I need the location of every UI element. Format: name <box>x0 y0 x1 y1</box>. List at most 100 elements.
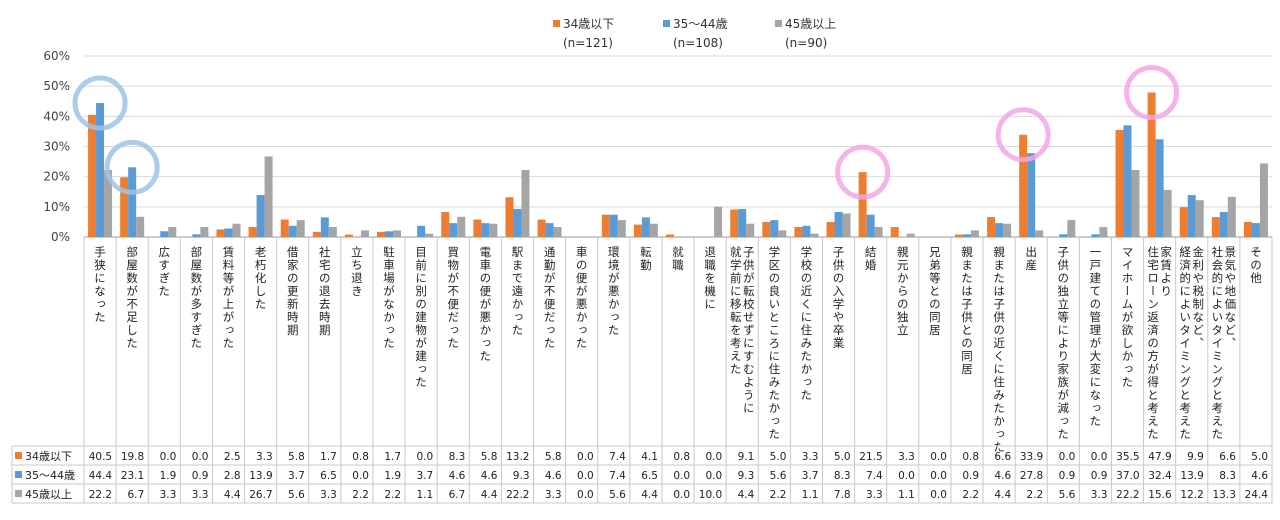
category-label: 子供の入学や卒業 <box>832 246 846 350</box>
bar <box>280 219 289 237</box>
bar <box>842 213 851 237</box>
table-cell: 0.9 <box>1059 470 1076 482</box>
bar <box>1067 220 1076 237</box>
table-cell: 3.3 <box>898 451 915 463</box>
table-cell: 0.0 <box>577 470 594 482</box>
category-label: 親元からの独立 <box>896 246 910 337</box>
table-cell: 3.3 <box>866 489 883 501</box>
category-label: 通勤が不便だった <box>543 246 557 350</box>
category-label: 目前に別の建物が建った <box>414 246 428 389</box>
table-cell: 13.3 <box>1213 489 1236 501</box>
table-cell: 1.1 <box>898 489 915 501</box>
bar <box>216 229 225 237</box>
bar <box>890 227 899 237</box>
bar <box>120 177 129 237</box>
bar <box>762 221 771 237</box>
bar <box>987 217 996 237</box>
table-cell: 23.1 <box>121 470 144 482</box>
bar <box>1123 125 1132 237</box>
table-cell: 4.6 <box>994 470 1011 482</box>
table-cell: 1.9 <box>160 470 177 482</box>
bar <box>802 225 811 237</box>
category-label: 住宅ローン返済の方が得と考えた <box>1146 245 1160 441</box>
bar <box>224 228 233 237</box>
category-label: 親または子供との同居 <box>960 246 974 376</box>
table-cell: 7.8 <box>834 489 851 501</box>
bar <box>96 103 105 237</box>
table-cell: 4.4 <box>994 489 1011 501</box>
bar <box>489 223 498 237</box>
table-cell: 7.4 <box>609 451 626 463</box>
bar <box>192 234 201 237</box>
bar <box>1163 189 1172 237</box>
category-label: その他 <box>1249 246 1263 285</box>
table-cell: 1.7 <box>320 451 337 463</box>
table-cell: 35.5 <box>1116 451 1139 463</box>
table-legend-swatch <box>15 452 22 459</box>
y-tick-label: 60% <box>43 49 70 63</box>
bar <box>128 167 137 237</box>
bar <box>1187 195 1196 237</box>
bar <box>834 211 843 237</box>
table-cell: 4.4 <box>738 489 755 501</box>
bar <box>312 231 321 237</box>
bar <box>738 208 747 237</box>
bar <box>1243 221 1252 237</box>
category-label: 一戸建ての管理が大変になった <box>1088 246 1102 428</box>
table-cell: 1.1 <box>416 489 433 501</box>
legend-n-label: (n=121) <box>563 36 613 50</box>
table-cell: 6.7 <box>128 489 145 501</box>
table-cell: 13.2 <box>506 451 529 463</box>
table-cell: 27.8 <box>1020 470 1043 482</box>
category-label: 手狭になった <box>93 245 107 324</box>
table-cell: 8.3 <box>1219 470 1236 482</box>
bar <box>746 223 755 237</box>
table-cell: 1.7 <box>384 451 401 463</box>
table-cell: 5.8 <box>288 451 305 463</box>
bar <box>425 233 434 237</box>
table-cell: 0.0 <box>705 470 722 482</box>
table-cell: 9.3 <box>738 470 755 482</box>
bar <box>1219 211 1228 237</box>
bar <box>954 234 963 237</box>
legend-label: 35～44歳 <box>673 17 728 31</box>
bar <box>385 231 394 237</box>
category-label: 退職を機に <box>703 246 717 311</box>
bar <box>248 227 257 237</box>
bar <box>1155 139 1164 237</box>
bar <box>1035 230 1044 237</box>
table-cell: 47.9 <box>1148 451 1171 463</box>
category-label: 駐車場がなかった <box>382 245 396 350</box>
bar <box>617 220 626 237</box>
bar <box>714 206 723 237</box>
table-cell: 19.8 <box>121 451 144 463</box>
legend-swatch <box>663 20 670 27</box>
category-label: 部屋数が多すぎた <box>189 245 203 350</box>
bar <box>160 231 169 237</box>
bar <box>1091 234 1100 237</box>
table-cell: 44.4 <box>89 470 113 482</box>
bar <box>264 156 273 237</box>
bar <box>649 223 658 237</box>
bar <box>1179 207 1188 237</box>
table-cell: 7.4 <box>609 470 626 482</box>
bar <box>256 195 265 237</box>
table-cell: 21.5 <box>859 451 882 463</box>
table-cell: 3.7 <box>416 470 433 482</box>
table-cell: 0.0 <box>930 451 947 463</box>
table-cell: 3.3 <box>802 451 819 463</box>
table-cell: 8.3 <box>449 451 466 463</box>
bar <box>666 234 674 237</box>
bar <box>441 211 450 237</box>
bar <box>1259 163 1268 237</box>
category-label: 学区の良いところに住みたかった <box>767 245 781 441</box>
table-cell: 15.6 <box>1148 489 1172 501</box>
table-cell: 0.0 <box>192 451 209 463</box>
table-cell: 2.2 <box>384 489 401 501</box>
bar <box>200 227 209 237</box>
y-tick-label: 40% <box>43 109 70 123</box>
table-cell: 2.2 <box>962 489 979 501</box>
table-cell: 22.2 <box>1116 489 1139 501</box>
table-cell: 32.4 <box>1148 470 1172 482</box>
